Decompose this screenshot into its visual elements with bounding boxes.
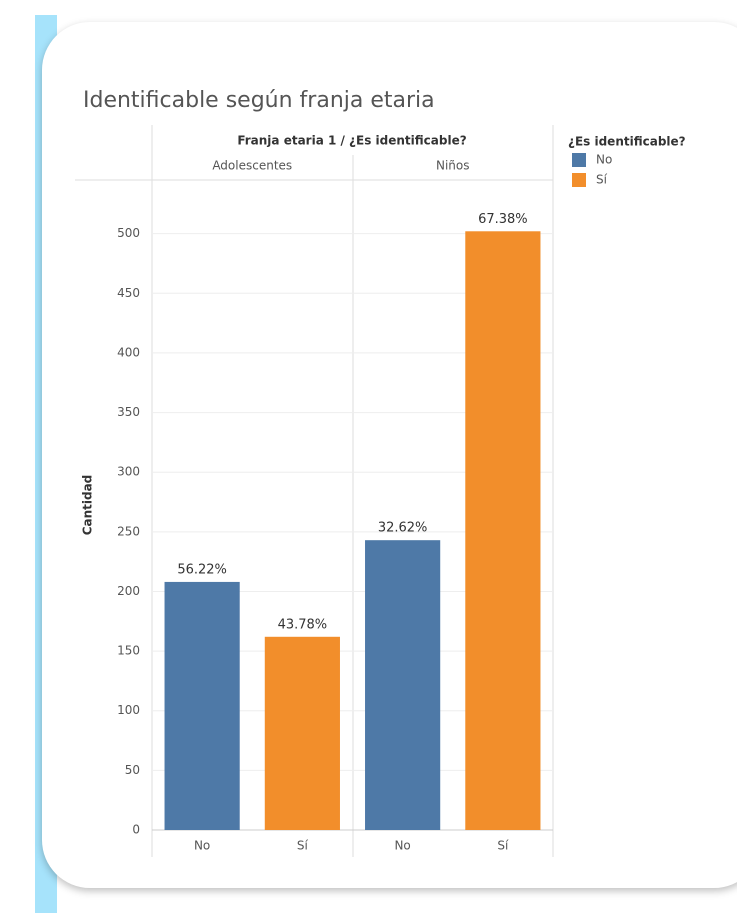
legend-label: No <box>596 153 612 167</box>
x-tick-label: Sí <box>497 839 509 853</box>
y-tick-label: 250 <box>117 524 140 538</box>
legend-swatch <box>572 173 586 187</box>
y-tick-label: 500 <box>117 226 140 240</box>
y-axis-label: Cantidad <box>81 475 95 536</box>
y-tick-label: 350 <box>117 405 140 419</box>
legend-swatch <box>572 153 586 167</box>
y-tick-label: 100 <box>117 703 140 717</box>
y-tick-label: 450 <box>117 286 140 300</box>
y-tick-label: 150 <box>117 644 140 658</box>
panel-header: Franja etaria 1 / ¿Es identificable? <box>237 134 466 148</box>
y-tick-label: 400 <box>117 345 140 359</box>
x-tick-label: No <box>394 839 410 853</box>
chart-title: Identificable según franja etaria <box>83 88 435 113</box>
value-label: 67.38% <box>478 212 528 227</box>
y-tick-label: 0 <box>132 823 140 837</box>
y-tick-label: 300 <box>117 465 140 479</box>
group-label: Niños <box>436 159 470 173</box>
legend-label: Sí <box>596 173 608 187</box>
y-tick-label: 50 <box>125 763 140 777</box>
bar <box>365 540 441 830</box>
value-label: 56.22% <box>177 562 227 577</box>
legend-title: ¿Es identificable? <box>568 135 686 149</box>
y-tick-label: 200 <box>117 584 140 598</box>
value-label: 32.62% <box>378 521 428 536</box>
group-label: Adolescentes <box>212 159 292 173</box>
x-tick-label: Sí <box>297 839 309 853</box>
bar <box>164 581 240 830</box>
x-tick-label: No <box>194 839 210 853</box>
value-label: 43.78% <box>278 617 328 632</box>
bar <box>465 231 541 830</box>
bar <box>264 636 340 830</box>
